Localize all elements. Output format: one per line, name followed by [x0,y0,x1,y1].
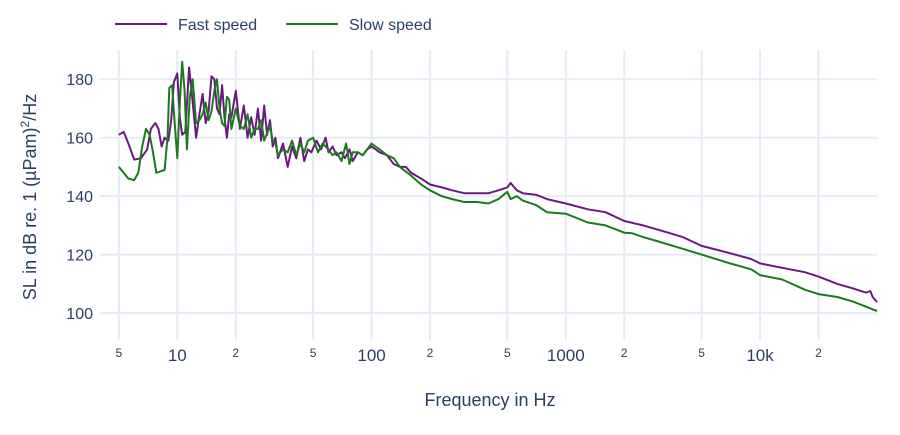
legend-item-fast-speed[interactable]: Fast speed [115,17,257,34]
x-tick-label: 5 [698,346,705,360]
y-tick-label: 180 [66,72,93,89]
y-axis-title-text: SL in dB re. 1 (µPam) [20,127,40,300]
x-tick-label: 2 [621,346,628,360]
y-tick-labels: 100 120 140 160 180 [66,72,93,323]
legend-label-fast-speed: Fast speed [178,17,257,34]
x-tick-label: 100 [357,346,385,365]
legend-label-slow-speed: Slow speed [349,17,432,34]
y-tick-label: 160 [66,131,93,148]
legend: Fast speed Slow speed [115,17,432,34]
x-axis-title: Frequency in Hz [424,390,555,410]
x-tick-label: 2 [232,346,239,360]
x-tick-label: 2 [815,346,822,360]
y-tick-label: 140 [66,189,93,206]
x-tick-label: 10 [168,346,187,365]
y-tick-label: 120 [66,248,93,265]
series-line-fast-speed [118,66,878,303]
x-tick-label: 5 [115,346,122,360]
y-axis-title-suffix: /Hz [20,94,40,121]
x-tick-label: 5 [310,346,317,360]
y-tick-label: 100 [66,306,93,323]
legend-item-slow-speed[interactable]: Slow speed [286,17,432,34]
series-lines [118,60,878,313]
y-axis-title-superscript: 2 [18,120,32,127]
x-tick-label: 1000 [547,346,585,365]
x-tick-labels: 5 10 2 5 100 2 5 1000 2 5 10k 2 [115,346,822,365]
x-tick-label: 2 [427,346,434,360]
grid [100,50,877,340]
x-tick-label: 10k [746,346,774,365]
x-tick-label: 5 [504,346,511,360]
y-axis-title: SL in dB re. 1 (µPam)2/Hz [18,94,40,300]
series-line-slow-speed [118,60,878,313]
